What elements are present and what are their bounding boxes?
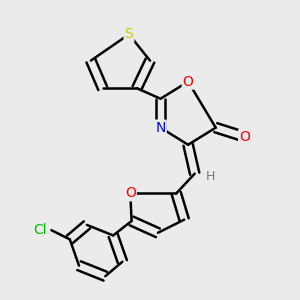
Text: O: O: [183, 75, 194, 88]
Text: O: O: [125, 186, 136, 200]
Text: S: S: [124, 27, 133, 41]
Text: N: N: [155, 121, 166, 135]
Text: Cl: Cl: [33, 223, 46, 237]
Text: H: H: [206, 170, 215, 183]
Text: O: O: [239, 130, 250, 144]
